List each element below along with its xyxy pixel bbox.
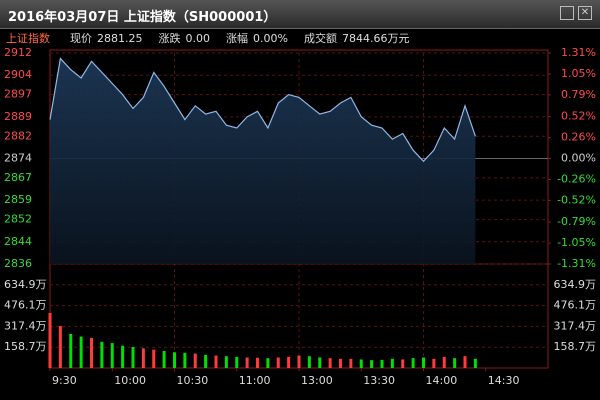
volume-bar: [173, 352, 176, 368]
x-tick-label: 11:00: [239, 374, 271, 387]
volume-bar: [79, 336, 83, 368]
x-tick-label: 14:00: [426, 374, 458, 387]
y-tick-label: 2844: [4, 235, 32, 248]
volume-bar: [204, 354, 208, 368]
volume-tick-label-right: 476.1万: [554, 299, 597, 312]
price-line: [49, 57, 476, 163]
x-tick-label: 10:00: [114, 374, 146, 387]
volume-bar: [359, 359, 363, 368]
volume-bar: [152, 349, 156, 368]
volume-bar: [297, 355, 301, 368]
volume-bar: [141, 348, 145, 368]
y-tick-label: 2912: [4, 46, 32, 59]
title-bar: 2016年03月07日 上证指数（SH000001） ✕: [0, 0, 600, 29]
volume-bar: [110, 343, 114, 368]
volume-bar: [390, 358, 394, 368]
volume-bar: [380, 359, 384, 368]
y2-tick-label: 0.79%: [561, 88, 596, 101]
y-tick-label: 2874: [4, 152, 32, 165]
x-tick-label: 10:30: [177, 374, 209, 387]
volume-bar: [256, 357, 259, 368]
volume-bar: [245, 357, 249, 368]
volume-bar: [69, 333, 73, 368]
volume-bar: [193, 353, 197, 368]
x-tick-label: 13:00: [301, 374, 333, 387]
volume-bar: [235, 356, 239, 368]
info-value: 2881.25: [97, 32, 143, 45]
info-label: 涨跌: [159, 31, 181, 45]
y2-tick-label: 0.26%: [561, 131, 596, 144]
volume-bar: [287, 356, 291, 368]
y-tick-label: 2897: [4, 88, 32, 101]
volume-tick-label: 158.7万: [4, 340, 47, 353]
y-tick-label: 2867: [4, 171, 32, 184]
y2-tick-label: -0.79%: [557, 215, 596, 228]
volume-bar: [339, 358, 342, 368]
volume-bar: [100, 341, 104, 368]
y2-tick-label: 1.05%: [561, 67, 596, 80]
volume-bar: [121, 345, 125, 368]
y-tick-label: 2904: [4, 68, 32, 81]
volume-tick-label: 317.4万: [4, 319, 47, 332]
volume-bar: [183, 352, 187, 368]
volume-bar: [463, 356, 467, 368]
volume-bar: [48, 312, 52, 368]
volume-bar: [442, 356, 446, 368]
y-tick-label: 2859: [4, 193, 32, 206]
volume-tick-label-right: 317.4万: [554, 319, 597, 332]
volume-bar: [432, 358, 436, 368]
info-label: 涨幅: [226, 32, 248, 45]
y-tick-label: 2836: [4, 257, 32, 270]
y2-tick-label: 0.52%: [561, 110, 596, 123]
x-tick-label: 13:30: [363, 374, 395, 387]
y2-tick-label: -1.31%: [557, 257, 596, 270]
volume-bar: [318, 357, 322, 368]
y-tick-label: 2852: [4, 213, 32, 226]
volume-tick-label: 634.9万: [4, 278, 47, 291]
y2-tick-label: -0.52%: [557, 193, 596, 206]
y2-tick-label: -0.26%: [557, 172, 596, 185]
y-tick-label: 2889: [4, 110, 32, 123]
volume-bar: [276, 357, 280, 368]
info-label: 现价: [70, 32, 92, 45]
volume-bar: [422, 357, 425, 368]
y2-tick-label: -1.05%: [557, 236, 596, 249]
index-name: 上证指数: [6, 31, 50, 45]
volume-tick-label-right: 158.7万: [554, 340, 597, 353]
maximize-button[interactable]: [560, 6, 574, 20]
x-tick-label: 14:30: [488, 374, 520, 387]
volume-bar: [401, 359, 405, 368]
volume-bar: [131, 347, 135, 368]
volume-bar: [214, 355, 218, 368]
y2-tick-label: 1.31%: [561, 46, 596, 59]
volume-bar: [411, 358, 415, 368]
volume-bar: [328, 358, 332, 368]
volume-bar: [266, 358, 270, 368]
volume-tick-label: 476.1万: [4, 299, 47, 312]
volume-bar: [224, 356, 228, 368]
y-tick-label: 2882: [4, 129, 32, 142]
info-value: 0.00%: [253, 32, 288, 45]
volume-bar: [473, 358, 477, 368]
info-value: 0.00: [186, 32, 211, 45]
info-label: 成交额: [304, 31, 337, 45]
volume-bar: [58, 326, 62, 368]
volume-bar: [162, 350, 166, 368]
volume-bar: [453, 358, 457, 368]
close-button[interactable]: ✕: [578, 6, 592, 20]
volume-bar: [349, 358, 353, 368]
y2-tick-label: 0.00%: [561, 152, 596, 165]
window-title: 2016年03月07日 上证指数（SH000001）: [8, 10, 277, 25]
price-area: [50, 58, 476, 264]
x-tick-label: 9:30: [52, 374, 77, 387]
info-value: 7844.66万元: [342, 32, 410, 45]
chart: 上证指数 现价 2881.25 涨跌 0.00 涨幅 0.00% 成交额 7844.66万元 2…: [4, 31, 597, 387]
volume-bar: [90, 337, 93, 368]
volume-bar: [370, 360, 374, 368]
volume-bar: [307, 356, 311, 368]
volume-tick-label-right: 634.9万: [554, 278, 597, 291]
